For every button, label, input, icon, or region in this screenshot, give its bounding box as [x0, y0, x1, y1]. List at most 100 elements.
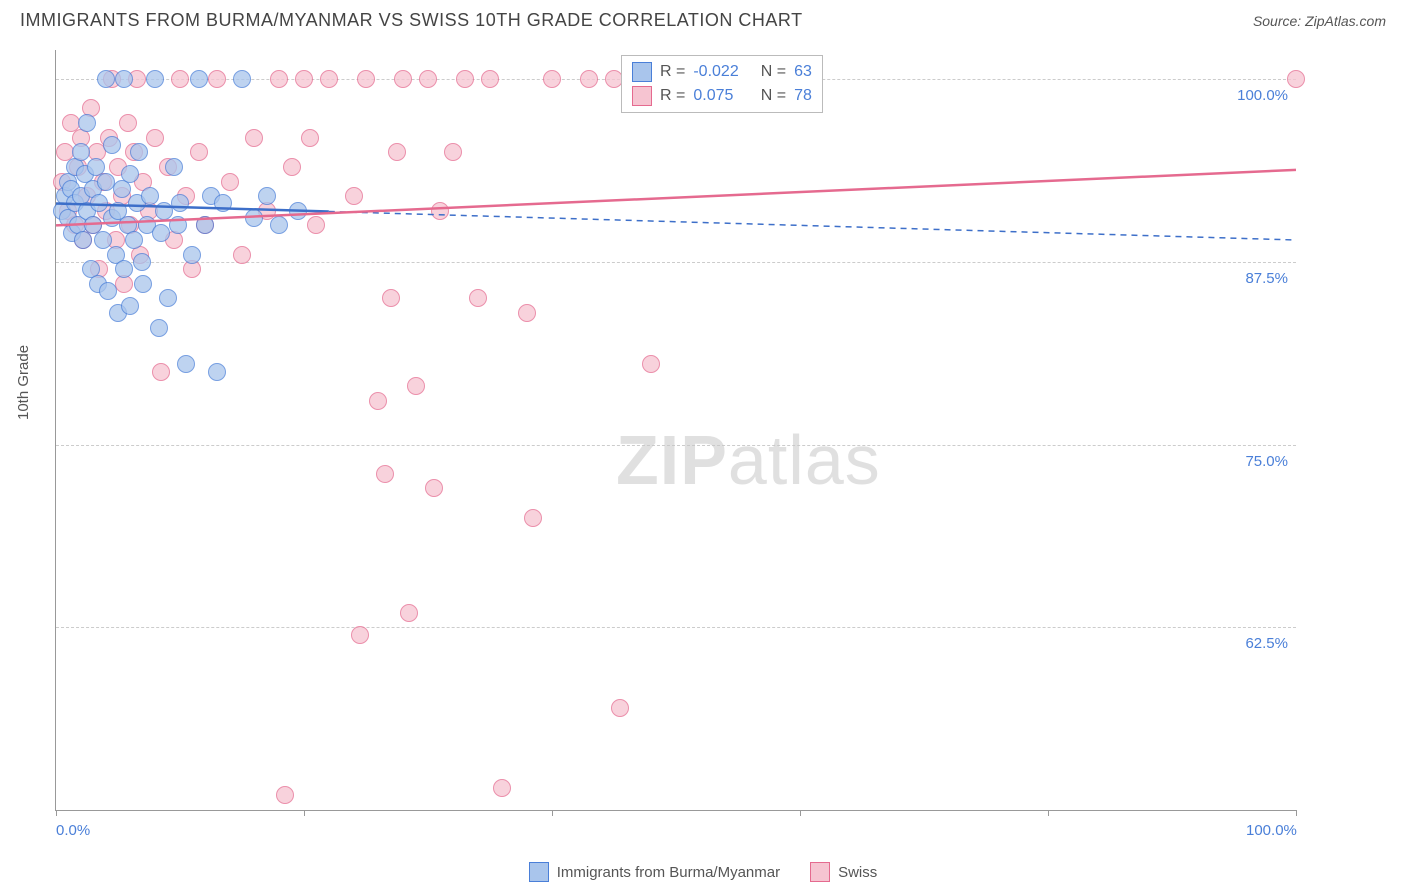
- data-point-swiss: [190, 143, 208, 161]
- data-point-burma: [121, 165, 139, 183]
- data-point-swiss: [146, 129, 164, 147]
- gridline: [56, 627, 1296, 628]
- data-point-burma: [190, 70, 208, 88]
- data-point-burma: [159, 289, 177, 307]
- legend-label-burma: Immigrants from Burma/Myanmar: [557, 864, 780, 881]
- data-point-swiss: [524, 509, 542, 527]
- data-point-burma: [171, 194, 189, 212]
- data-point-swiss: [543, 70, 561, 88]
- data-point-burma: [99, 282, 117, 300]
- data-point-burma: [134, 275, 152, 293]
- data-point-swiss: [444, 143, 462, 161]
- data-point-burma: [141, 187, 159, 205]
- data-point-swiss: [642, 355, 660, 373]
- data-point-swiss: [295, 70, 313, 88]
- data-point-burma: [165, 158, 183, 176]
- data-point-burma: [258, 187, 276, 205]
- data-point-swiss: [276, 786, 294, 804]
- data-point-burma: [103, 136, 121, 154]
- data-point-burma: [115, 70, 133, 88]
- y-tick-label: 62.5%: [1245, 635, 1288, 652]
- data-point-swiss: [388, 143, 406, 161]
- data-point-swiss: [221, 173, 239, 191]
- data-point-burma: [214, 194, 232, 212]
- data-point-burma: [78, 114, 96, 132]
- data-point-swiss: [611, 699, 629, 717]
- y-tick-label: 75.0%: [1245, 453, 1288, 470]
- data-point-swiss: [469, 289, 487, 307]
- data-point-burma: [177, 355, 195, 373]
- x-tick: [56, 810, 57, 816]
- data-point-swiss: [233, 246, 251, 264]
- data-point-burma: [196, 216, 214, 234]
- data-point-swiss: [400, 604, 418, 622]
- y-tick-label: 100.0%: [1237, 87, 1288, 104]
- scatter-chart: 62.5%75.0%87.5%100.0%0.0%100.0%ZIPatlasR…: [55, 50, 1296, 811]
- data-point-swiss: [351, 626, 369, 644]
- legend-row-swiss: R = 0.075 N = 78: [632, 84, 812, 108]
- legend-row-burma: R = -0.022 N = 63: [632, 60, 812, 84]
- data-point-swiss: [208, 70, 226, 88]
- data-point-swiss: [425, 479, 443, 497]
- data-point-swiss: [518, 304, 536, 322]
- data-point-swiss: [270, 70, 288, 88]
- chart-title: IMMIGRANTS FROM BURMA/MYANMAR VS SWISS 1…: [20, 10, 803, 31]
- x-tick-label: 0.0%: [56, 822, 90, 839]
- x-tick-label: 100.0%: [1246, 822, 1297, 839]
- data-point-swiss: [345, 187, 363, 205]
- data-point-swiss: [431, 202, 449, 220]
- data-point-burma: [150, 319, 168, 337]
- x-tick: [800, 810, 801, 816]
- data-point-burma: [121, 297, 139, 315]
- data-point-burma: [183, 246, 201, 264]
- correlation-legend: R = -0.022 N = 63R = 0.075 N = 78: [621, 55, 823, 113]
- data-point-swiss: [152, 363, 170, 381]
- data-point-swiss: [481, 70, 499, 88]
- data-point-burma: [289, 202, 307, 220]
- legend-label-swiss: Swiss: [838, 864, 877, 881]
- data-point-swiss: [369, 392, 387, 410]
- data-point-burma: [270, 216, 288, 234]
- data-point-swiss: [419, 70, 437, 88]
- data-point-swiss: [407, 377, 425, 395]
- data-point-burma: [233, 70, 251, 88]
- x-tick: [1048, 810, 1049, 816]
- data-point-burma: [133, 253, 151, 271]
- data-point-burma: [97, 70, 115, 88]
- data-point-swiss: [1287, 70, 1305, 88]
- data-point-swiss: [382, 289, 400, 307]
- data-point-burma: [130, 143, 148, 161]
- data-point-swiss: [376, 465, 394, 483]
- data-point-swiss: [493, 779, 511, 797]
- x-tick: [552, 810, 553, 816]
- data-point-swiss: [171, 70, 189, 88]
- data-point-swiss: [357, 70, 375, 88]
- y-axis-label: 10th Grade: [15, 345, 32, 420]
- data-point-burma: [208, 363, 226, 381]
- x-tick: [304, 810, 305, 816]
- data-point-swiss: [456, 70, 474, 88]
- data-point-swiss: [119, 114, 137, 132]
- y-tick-label: 87.5%: [1245, 270, 1288, 287]
- legend-swatch-burma: [529, 862, 549, 882]
- data-point-burma: [115, 260, 133, 278]
- trend-lines-layer: [56, 50, 1296, 810]
- x-tick: [1296, 810, 1297, 816]
- data-point-burma: [72, 143, 90, 161]
- legend-item-burma: Immigrants from Burma/Myanmar: [529, 862, 780, 882]
- source-attribution: Source: ZipAtlas.com: [1253, 13, 1386, 29]
- data-point-swiss: [320, 70, 338, 88]
- data-point-burma: [245, 209, 263, 227]
- legend-bottom: Immigrants from Burma/Myanmar Swiss: [0, 862, 1406, 882]
- legend-item-swiss: Swiss: [810, 862, 877, 882]
- data-point-swiss: [307, 216, 325, 234]
- gridline: [56, 445, 1296, 446]
- watermark: ZIPatlas: [616, 420, 881, 500]
- data-point-swiss: [580, 70, 598, 88]
- data-point-burma: [169, 216, 187, 234]
- legend-swatch-swiss: [810, 862, 830, 882]
- data-point-burma: [125, 231, 143, 249]
- data-point-swiss: [301, 129, 319, 147]
- data-point-burma: [146, 70, 164, 88]
- data-point-swiss: [245, 129, 263, 147]
